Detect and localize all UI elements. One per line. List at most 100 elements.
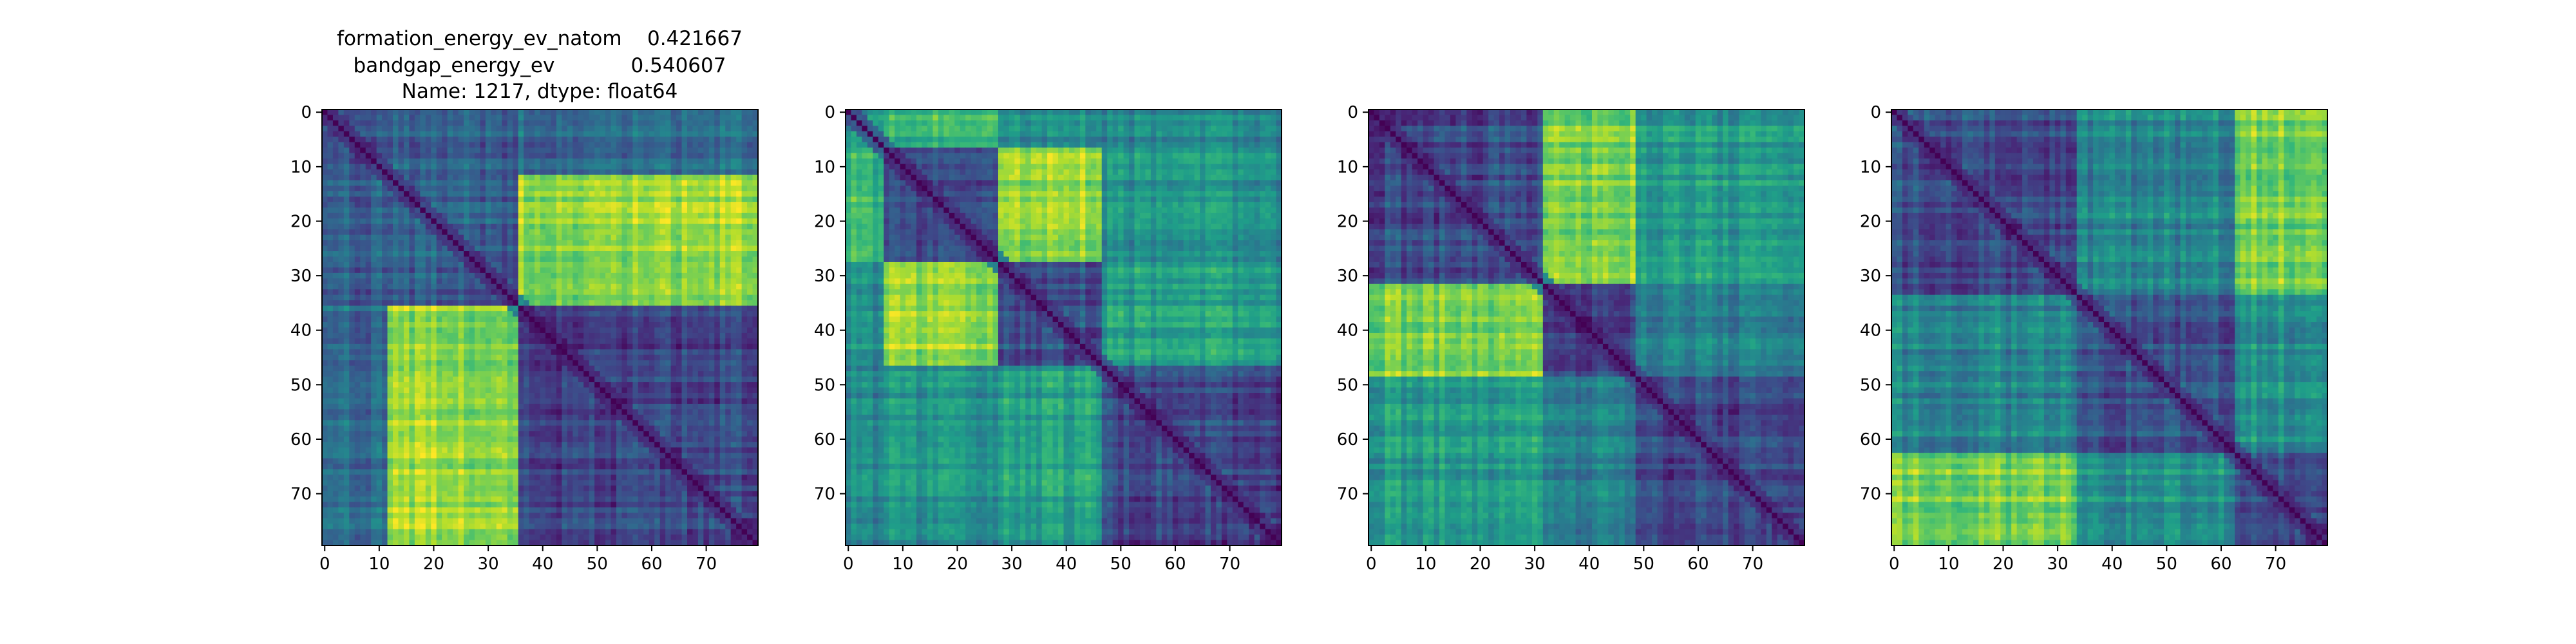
heatmap-cell [431,175,437,181]
heatmap-cell [464,272,470,279]
heatmap-cell [540,191,546,197]
heatmap-cell [469,409,475,415]
heatmap-cell [632,180,639,187]
heatmap-cell [589,376,595,383]
heatmap-cell [349,393,355,399]
heatmap-cell [507,191,513,197]
heatmap-cell [659,142,666,148]
heatmap-cell [371,409,377,415]
heatmap-cell [621,322,628,328]
heatmap-cell [611,311,617,317]
heatmap-cell [458,169,464,176]
heatmap-cell [332,142,339,148]
heatmap-cell [360,327,366,334]
heatmap-cell [354,251,361,258]
heatmap-cell [632,120,639,126]
heatmap-cell [414,447,421,453]
heatmap-cell [714,256,721,263]
heatmap-cell [518,316,524,323]
heatmap-cell [338,327,345,334]
heatmap-cell [453,354,459,361]
heatmap-cell [513,240,519,247]
heatmap-cell [681,305,688,312]
heatmap-cell [545,354,552,361]
heatmap-cell [697,393,704,399]
heatmap-cell [719,256,726,263]
heatmap-cell [573,207,579,214]
heatmap-cell [485,414,491,421]
heatmap-cell [414,393,421,399]
heatmap-cell [562,109,568,116]
heatmap-cell [332,115,339,121]
heatmap-cell [730,403,737,410]
heatmap-cell [681,196,688,203]
heatmap-cell [638,393,644,399]
heatmap-cell [621,289,628,296]
heatmap-cell [480,120,486,126]
heatmap-cell [338,316,345,323]
heatmap-cell [502,436,508,442]
heatmap-cell [632,327,639,334]
heatmap-cell [322,261,328,269]
heatmap-cell [736,398,743,404]
heatmap-cell [632,332,639,339]
heatmap-cell [714,420,721,426]
heatmap-cell [518,420,524,426]
heatmap-cell [496,180,502,187]
heatmap-cell [551,218,557,225]
heatmap-cell [507,185,513,192]
heatmap-cell [594,338,601,345]
heatmap-cell [474,305,481,312]
heatmap-cell [632,234,639,241]
heatmap-cell [502,431,508,437]
heatmap-cell [414,120,421,126]
heatmap-cell [551,376,557,383]
heatmap-cell [643,376,650,383]
heatmap-cell [447,294,453,301]
heatmap-cell [654,289,661,296]
heatmap-cell [654,322,661,328]
heatmap-cell [725,175,732,181]
heatmap-cell [600,305,606,312]
heatmap-cell [703,289,710,296]
heatmap-cell [703,272,710,279]
heatmap-cell [681,300,688,307]
heatmap-cell [703,278,710,285]
heatmap-cell [741,234,748,241]
heatmap-cell [513,294,519,301]
heatmap-cell [692,376,699,383]
heatmap-cell [513,207,519,214]
heatmap-cell [621,109,628,116]
heatmap-cell [485,158,491,165]
heatmap-cell [474,431,481,437]
heatmap-cell [621,442,628,448]
heatmap-cell [632,393,639,399]
heatmap-cell [393,349,399,355]
heatmap-cell [453,327,459,334]
heatmap-cell [529,354,535,361]
heatmap-cell [616,354,623,361]
heatmap-cell [583,283,590,290]
heatmap-cell [681,278,688,285]
heatmap-cell [518,403,524,410]
heatmap-cell [403,327,410,334]
heatmap-cell [332,137,339,143]
heatmap-cell [447,398,453,404]
heatmap-cell [453,142,459,148]
heatmap-cell [338,147,345,154]
heatmap-cell [436,382,442,388]
heatmap-cell [730,349,737,355]
heatmap-cell [360,169,366,176]
heatmap-cell [431,169,437,176]
heatmap-cell [332,256,339,263]
heatmap-cell [458,272,464,279]
heatmap-cell [485,371,491,377]
heatmap-cell [376,278,383,285]
heatmap-cell [387,409,393,415]
heatmap-cell [567,409,573,415]
heatmap-cell [431,251,437,258]
heatmap-cell [697,142,704,148]
heatmap-cell [524,223,530,230]
heatmap-cell [540,409,546,415]
heatmap-cell [556,414,562,421]
